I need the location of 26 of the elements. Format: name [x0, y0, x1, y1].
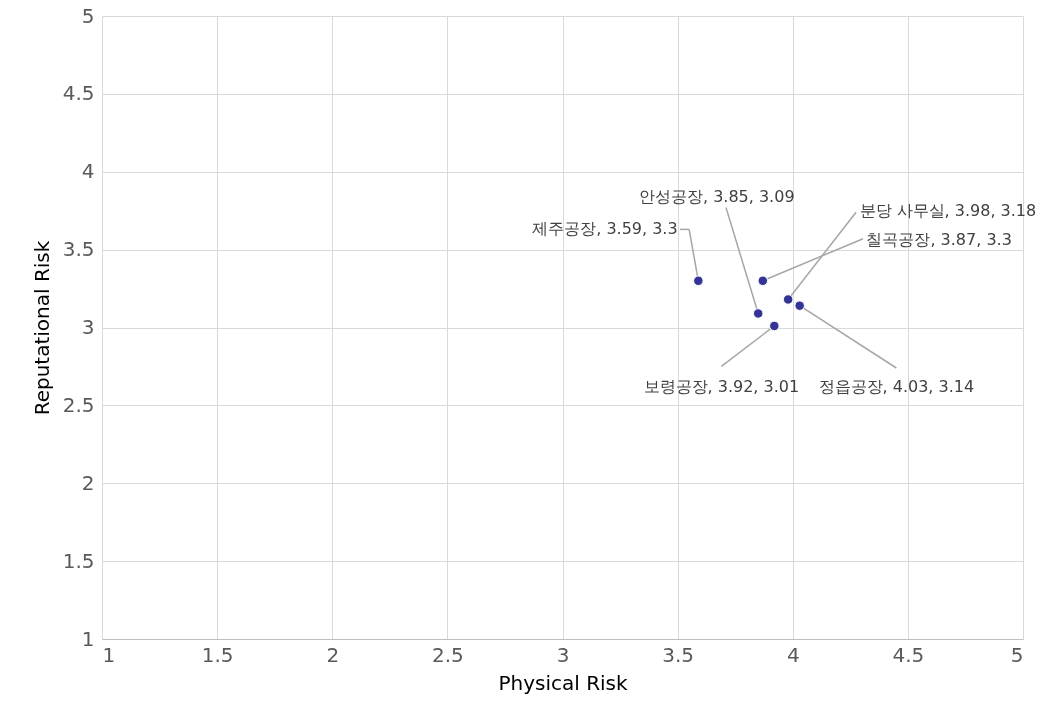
x-tick-label: 3.5 [662, 642, 695, 667]
annotation: 정읍공장, 4.03, 3.14 [818, 376, 975, 396]
y-tick-label: 1.5 [62, 548, 95, 573]
annotation: 제주공장, 3.59, 3.3 [532, 219, 678, 239]
y-tick-label: 4 [81, 159, 95, 184]
x-tick-label: 4 [786, 642, 800, 667]
x-tick-label: 2 [326, 642, 340, 667]
annotation: 안성공장, 3.85, 3.09 [638, 186, 795, 206]
x-tick-label: 3 [556, 642, 570, 667]
annotation: 보령공장, 3.92, 3.01 [643, 376, 800, 396]
y-tick-label: 4.5 [62, 81, 95, 106]
y-tick-label: 1 [81, 626, 95, 651]
x-tick-label: 2.5 [431, 642, 464, 667]
y-tick-label: 2.5 [62, 392, 95, 417]
y-axis-title: Reputational Risk [29, 240, 54, 416]
y-tick-label: 3.5 [62, 237, 95, 262]
x-tick-label: 1.5 [201, 642, 234, 667]
x-tick-label: 4.5 [892, 642, 925, 667]
x-axis-title: Physical Risk [498, 670, 628, 695]
y-tick-label: 2 [81, 470, 95, 495]
y-tick-label: 3 [81, 315, 95, 339]
y-tick-label: 5 [81, 3, 95, 28]
x-tick-label: 5 [1010, 642, 1024, 667]
annotation: 분당 사무실, 3.98, 3.18 [859, 200, 1037, 220]
annotation: 칠곡공장, 3.87, 3.3 [866, 230, 1012, 250]
x-tick-label: 1 [102, 642, 116, 667]
